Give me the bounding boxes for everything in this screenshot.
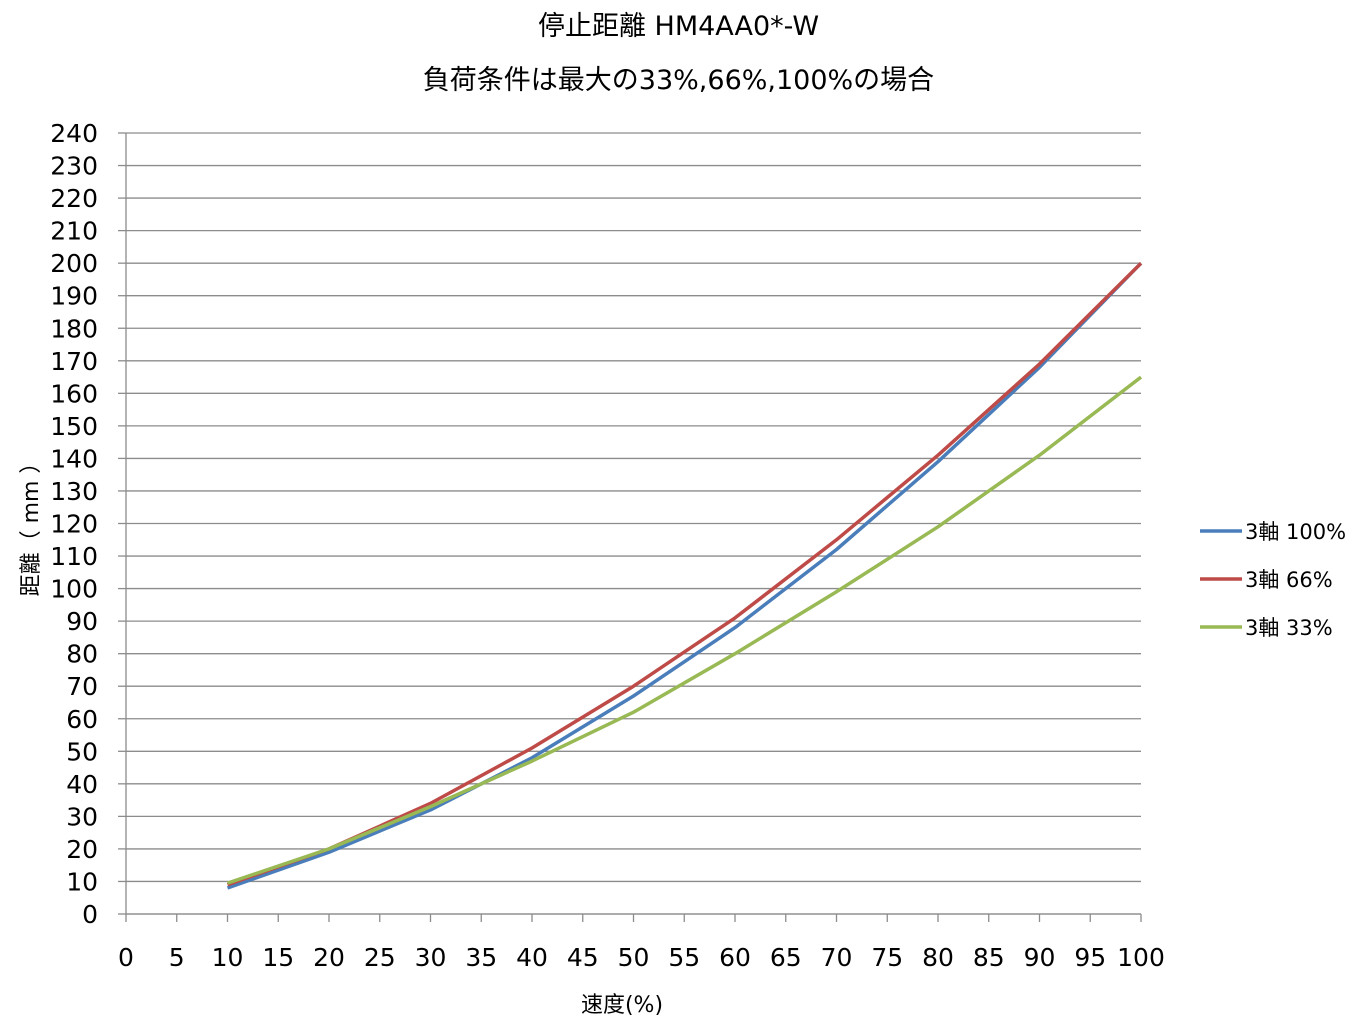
x-tick-label: 20 [313, 943, 345, 972]
y-tick-labels: 0 10 20 30 40 50 60 70 80 90 100 110 120 130 140 150 160… [50, 119, 98, 929]
legend-label: 3軸 100% [1245, 520, 1346, 544]
y-tick-label: 230 [50, 152, 98, 181]
y-tick-label: 220 [50, 184, 98, 213]
legend-item: 3軸 66% [1200, 568, 1333, 592]
x-tick-label: 45 [567, 943, 599, 972]
x-tick-label: 0 [118, 943, 134, 972]
x-tick-label: 15 [262, 943, 294, 972]
x-tick-label: 60 [719, 943, 751, 972]
y-tick-label: 100 [50, 575, 98, 604]
x-tick-label: 5 [169, 943, 185, 972]
chart-subtitle: 負荷条件は最大の33%,66%,100%の場合 [422, 65, 935, 96]
y-tick-label: 30 [66, 802, 98, 831]
x-tick-label: 65 [770, 943, 802, 972]
series-lines [226, 261, 1143, 890]
x-tick-label: 75 [871, 943, 903, 972]
y-tick-label: 80 [66, 640, 98, 669]
x-tick-label: 25 [364, 943, 396, 972]
y-tick-label: 120 [50, 510, 98, 539]
y-tick-label: 20 [66, 835, 98, 864]
y-tick-label: 240 [50, 119, 98, 148]
series-line-3 [226, 375, 1143, 885]
y-tick-label: 170 [50, 347, 98, 376]
y-tick-label: 180 [50, 314, 98, 343]
axes [118, 132, 1142, 922]
x-tick-label: 30 [415, 943, 447, 972]
x-tick-label: 70 [821, 943, 853, 972]
y-tick-label: 200 [50, 249, 98, 278]
y-tick-label: 190 [50, 282, 98, 311]
gridlines [126, 132, 1141, 915]
chart-title: 停止距離 HM4AA0*-W [537, 11, 820, 42]
y-tick-label: 160 [50, 379, 98, 408]
x-tick-label: 85 [973, 943, 1005, 972]
x-tick-label: 80 [922, 943, 954, 972]
x-tick-label: 55 [668, 943, 700, 972]
legend-label: 3軸 33% [1245, 616, 1333, 640]
legend-item: 3軸 33% [1200, 616, 1333, 640]
y-tick-label: 60 [66, 705, 98, 734]
y-tick-label: 90 [66, 607, 98, 636]
y-tick-label: 10 [66, 867, 98, 896]
x-tick-labels: 0 5 10 15 20 25 30 35 40 45 50 55 60 65 70 75 80 85 90 95 10… [118, 943, 1165, 972]
x-tick-label: 10 [212, 943, 244, 972]
x-tick-label: 40 [516, 943, 548, 972]
y-tick-label: 150 [50, 412, 98, 441]
y-tick-label: 70 [66, 672, 98, 701]
legend-label: 3軸 66% [1245, 568, 1333, 592]
y-tick-label: 110 [50, 542, 98, 571]
legend-item: 3軸 100% [1200, 520, 1346, 544]
y-axis-label: 距離（ mm ） [19, 452, 44, 597]
series-line-1 [226, 261, 1143, 890]
y-tick-label: 0 [82, 900, 98, 929]
y-tick-label: 40 [66, 770, 98, 799]
x-tick-label: 100 [1117, 943, 1165, 972]
y-tick-label: 210 [50, 217, 98, 246]
y-tick-label: 140 [50, 444, 98, 473]
x-tick-label: 50 [618, 943, 650, 972]
x-axis-label: 速度(%) [581, 993, 663, 1018]
x-tick-label: 35 [465, 943, 497, 972]
y-tick-label: 130 [50, 477, 98, 506]
series-line-2 [226, 261, 1143, 887]
x-tick-label: 95 [1074, 943, 1106, 972]
legend: 3軸 100% 3軸 66% 3軸 33% [1200, 520, 1346, 640]
x-tick-label: 90 [1024, 943, 1056, 972]
y-tick-label: 50 [66, 737, 98, 766]
